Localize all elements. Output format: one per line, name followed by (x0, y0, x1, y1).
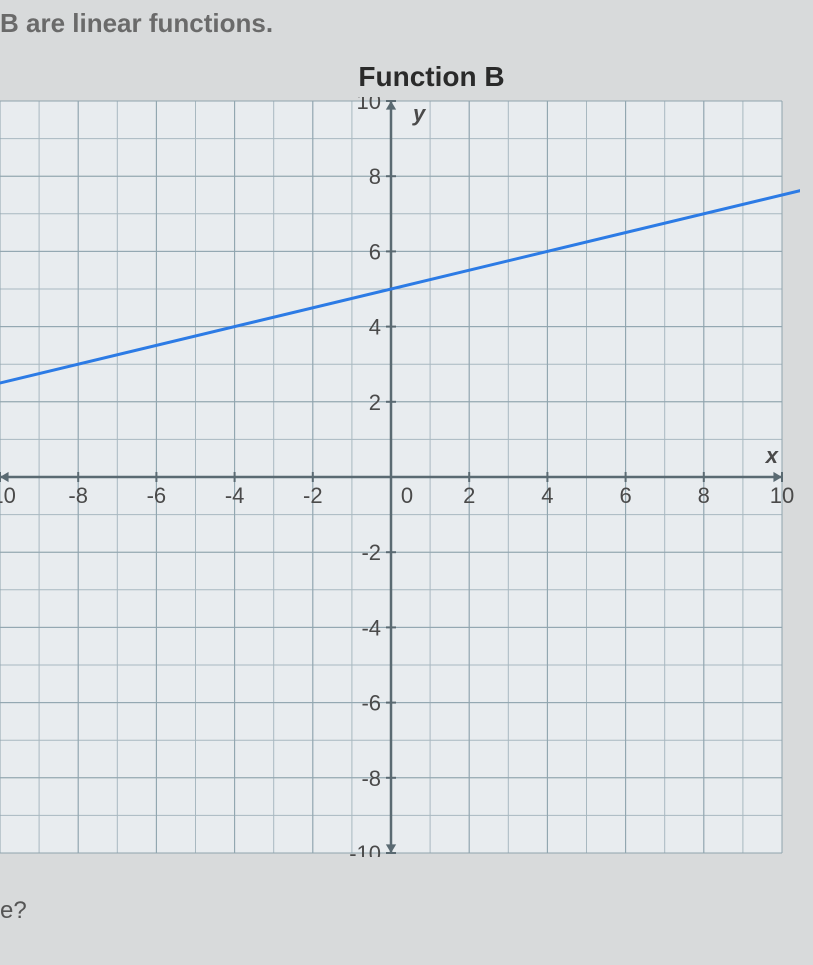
svg-text:2: 2 (369, 390, 381, 415)
svg-text:4: 4 (541, 483, 553, 508)
svg-text:-10: -10 (349, 841, 381, 857)
svg-text:8: 8 (369, 164, 381, 189)
page-header-text: B are linear functions. (0, 0, 813, 39)
bottom-text-fragment: e? (0, 857, 813, 925)
svg-text:-2: -2 (303, 483, 323, 508)
svg-text:-8: -8 (68, 483, 88, 508)
svg-text:-2: -2 (361, 540, 381, 565)
svg-text:6: 6 (369, 239, 381, 264)
svg-text:-8: -8 (361, 766, 381, 791)
svg-text:x: x (765, 443, 779, 468)
chart-container: -10 -8 -6 -4 -2 0 2 4 6 8 10 -10 -8 -6 -4 -2 2 4 6 8 10 y x (0, 97, 813, 857)
svg-text:2: 2 (463, 483, 475, 508)
svg-text:0: 0 (401, 483, 413, 508)
svg-text:-6: -6 (147, 483, 167, 508)
chart-title: Function B (0, 61, 813, 93)
svg-text:4: 4 (369, 315, 381, 340)
svg-text:10: 10 (357, 97, 381, 114)
svg-text:-4: -4 (361, 615, 381, 640)
svg-text:6: 6 (619, 483, 631, 508)
svg-text:-4: -4 (225, 483, 245, 508)
svg-text:8: 8 (698, 483, 710, 508)
svg-text:-10: -10 (0, 483, 16, 508)
svg-text:-6: -6 (361, 691, 381, 716)
svg-text:y: y (412, 101, 427, 126)
chart-svg: -10 -8 -6 -4 -2 0 2 4 6 8 10 -10 -8 -6 -4 -2 2 4 6 8 10 y x (0, 97, 800, 857)
svg-text:10: 10 (770, 483, 794, 508)
